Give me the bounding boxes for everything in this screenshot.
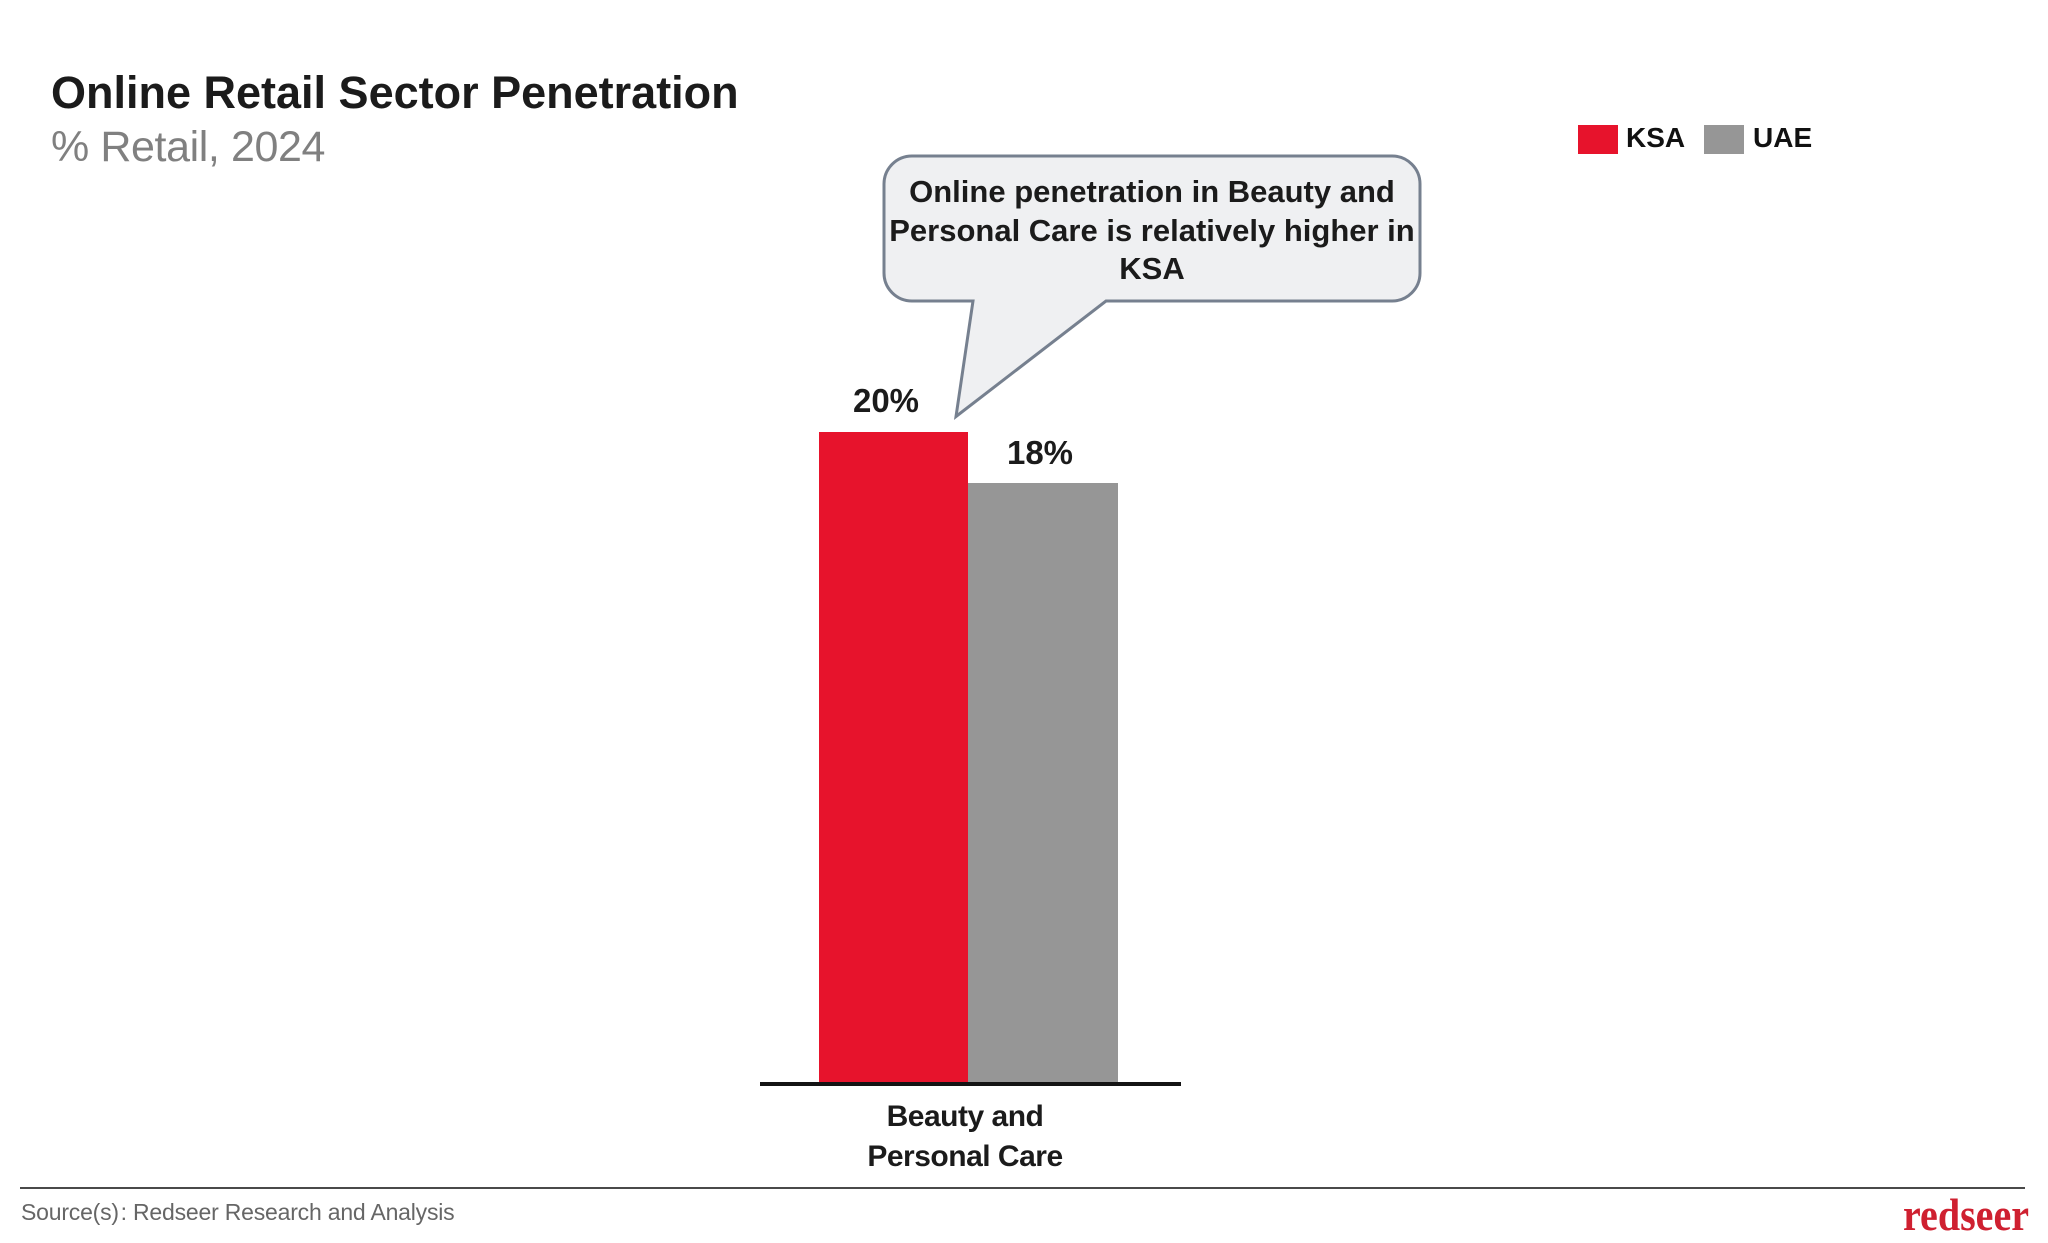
svg-text:redseer: redseer: [1903, 1189, 2029, 1240]
